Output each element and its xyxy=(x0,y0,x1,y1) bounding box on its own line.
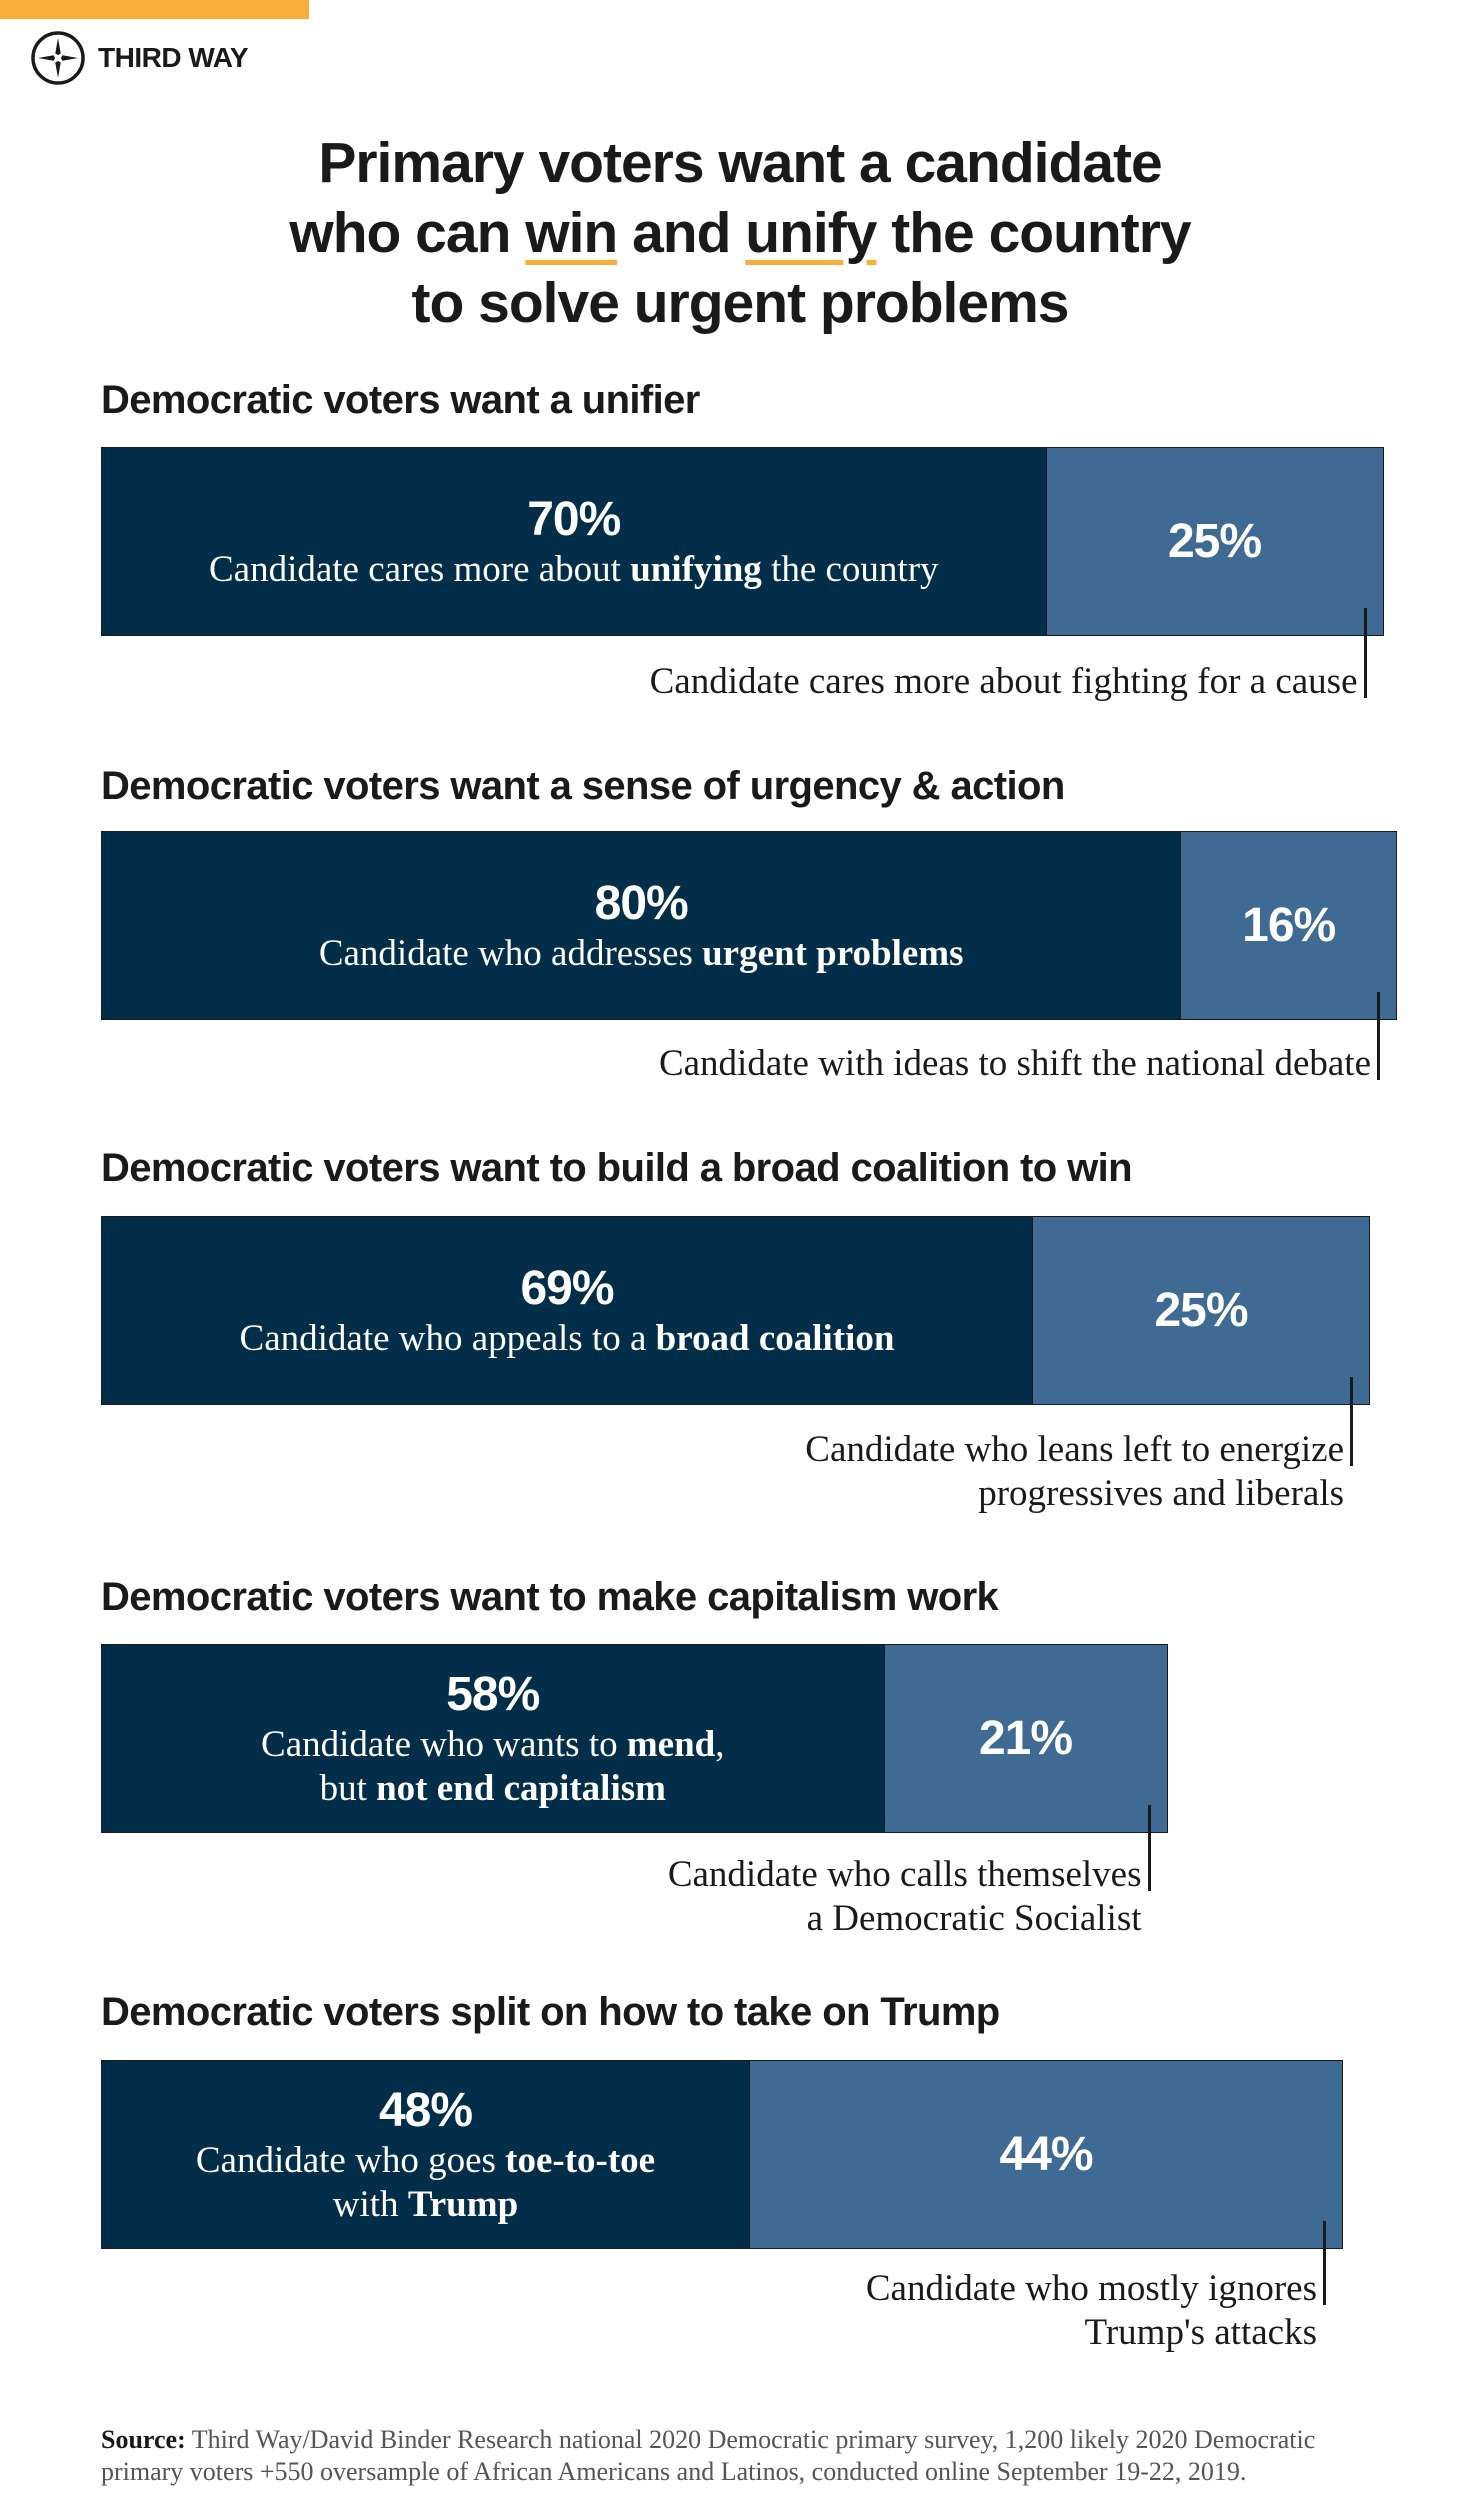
bar-segment-primary: 58% Candidate who wants to mend, but not e… xyxy=(102,1645,884,1832)
title-emphasis-win: win xyxy=(525,201,618,265)
source-note: Source: Third Way/David Binder Research … xyxy=(101,2424,1401,2488)
leader-line xyxy=(1323,2221,1326,2305)
alternative-label: Candidate who calls themselves xyxy=(667,1854,1142,1895)
primary-label-emphasis: mend xyxy=(626,1723,716,1765)
bar-segment-primary: 70% Candidate cares more about unifying t… xyxy=(102,448,1046,635)
section-heading: Democratic voters want to make capitalis… xyxy=(101,1575,999,1619)
bar-segment-alternative: 16% xyxy=(1180,832,1396,1019)
primary-label-text: Candidate who addresses xyxy=(318,932,703,974)
alternative-percent: 25% xyxy=(1154,1283,1248,1337)
primary-label: Candidate who appeals to a broad coaliti… xyxy=(240,1317,895,1361)
title-text: and xyxy=(617,201,746,265)
primary-label-text: with xyxy=(332,2183,408,2225)
leader-line xyxy=(1350,1377,1353,1466)
alternative-label: Candidate who leans left to energize xyxy=(805,1429,1344,1470)
primary-label-emphasis: not end capitalism xyxy=(376,1767,666,1809)
bar-segment-primary: 48% Candidate who goes toe-to-toe with Tru… xyxy=(102,2061,749,2248)
alternative-percent: 21% xyxy=(978,1711,1073,1765)
bar-segment-primary: 80% Candidate who addresses urgent proble… xyxy=(102,832,1181,1019)
primary-percent: 70% xyxy=(527,492,621,546)
title-line-1: Primary voters want a candidate xyxy=(318,131,1162,195)
stacked-bar: 48% Candidate who goes toe-to-toe with Tru… xyxy=(101,2060,1343,2249)
primary-label-emphasis: unifying xyxy=(630,548,762,590)
primary-label: Candidate who goes toe-to-toe with Trump xyxy=(196,2139,655,2227)
accent-bar xyxy=(0,0,309,19)
source-text: Third Way/David Binder Research national… xyxy=(101,2425,1316,2486)
primary-label-text: , xyxy=(715,1723,725,1765)
primary-percent: 48% xyxy=(378,2083,473,2137)
section-heading: Democratic voters split on how to take o… xyxy=(101,1990,1000,2034)
page-title: Primary voters want a candidate who can … xyxy=(0,128,1480,338)
brand-name: THIRD WAY xyxy=(98,42,249,73)
section-heading: Democratic voters want to build a broad … xyxy=(101,1146,1133,1190)
alternative-percent: 44% xyxy=(999,2127,1093,2181)
primary-label-emphasis: broad coalition xyxy=(655,1317,895,1359)
title-text: the country xyxy=(876,201,1191,265)
primary-label-text: Candidate who goes xyxy=(195,2139,506,2181)
alternative-label: Candidate with ideas to shift the nation… xyxy=(658,1043,1371,1084)
title-text: who can xyxy=(289,201,526,265)
title-line-3: to solve urgent problems xyxy=(411,271,1070,335)
third-way-logo: THIRD WAY xyxy=(30,30,249,86)
stacked-bar: 69% Candidate who appeals to a broad coal… xyxy=(101,1216,1370,1405)
bar-segment-primary: 69% Candidate who appeals to a broad coal… xyxy=(102,1217,1033,1404)
stacked-bar: 80% Candidate who addresses urgent proble… xyxy=(101,831,1397,1020)
primary-label-text: Candidate who appeals to a xyxy=(239,1317,656,1359)
bar-segment-alternative: 25% xyxy=(1045,448,1383,635)
leader-line xyxy=(1147,1805,1151,1891)
primary-label-emphasis: toe-to-toe xyxy=(505,2139,656,2181)
alternative-label: Candidate who mostly ignores xyxy=(865,2268,1317,2309)
primary-label-emphasis: urgent problems xyxy=(702,932,964,974)
stacked-bar: 70% Candidate cares more about unifying t… xyxy=(101,447,1384,636)
primary-label-text: but xyxy=(319,1767,377,1809)
leader-line xyxy=(1377,992,1380,1080)
primary-label-text: Candidate who wants to xyxy=(261,1723,627,1765)
primary-label-emphasis: Trump xyxy=(407,2183,519,2225)
leader-line xyxy=(1363,608,1367,698)
primary-percent: 69% xyxy=(520,1261,614,1315)
section-heading: Democratic voters want a unifier xyxy=(101,378,700,422)
alternative-label: Trump's attacks xyxy=(1084,2312,1317,2353)
compass-star-icon xyxy=(31,31,85,85)
primary-percent: 58% xyxy=(446,1667,540,1721)
bar-segment-alternative: 21% xyxy=(883,1645,1167,1832)
primary-label: Candidate who addresses urgent problems xyxy=(319,932,964,976)
alternative-label: progressives and liberals xyxy=(978,1473,1344,1514)
title-line-2: who can win and unify the country xyxy=(0,198,1480,268)
title-emphasis-unify: unify xyxy=(745,201,877,265)
bar-segment-alternative: 44% xyxy=(748,2061,1342,2248)
primary-label: Candidate cares more about unifying the … xyxy=(209,548,939,592)
primary-label-text: the country xyxy=(761,548,939,590)
primary-label-text: Candidate cares more about xyxy=(208,548,631,590)
section-heading: Democratic voters want a sense of urgenc… xyxy=(101,764,1065,808)
source-label: Source: xyxy=(101,2425,186,2454)
primary-percent: 80% xyxy=(594,876,689,930)
stacked-bar: 58% Candidate who wants to mend, but not e… xyxy=(101,1644,1168,1833)
alternative-percent: 25% xyxy=(1167,514,1262,568)
bar-segment-alternative: 25% xyxy=(1032,1217,1369,1404)
alternative-label: a Democratic Socialist xyxy=(806,1898,1142,1939)
alternative-label: Candidate cares more about fighting for … xyxy=(649,661,1358,702)
primary-label: Candidate who wants to mend, but not end … xyxy=(261,1723,724,1811)
alternative-percent: 16% xyxy=(1242,898,1336,952)
